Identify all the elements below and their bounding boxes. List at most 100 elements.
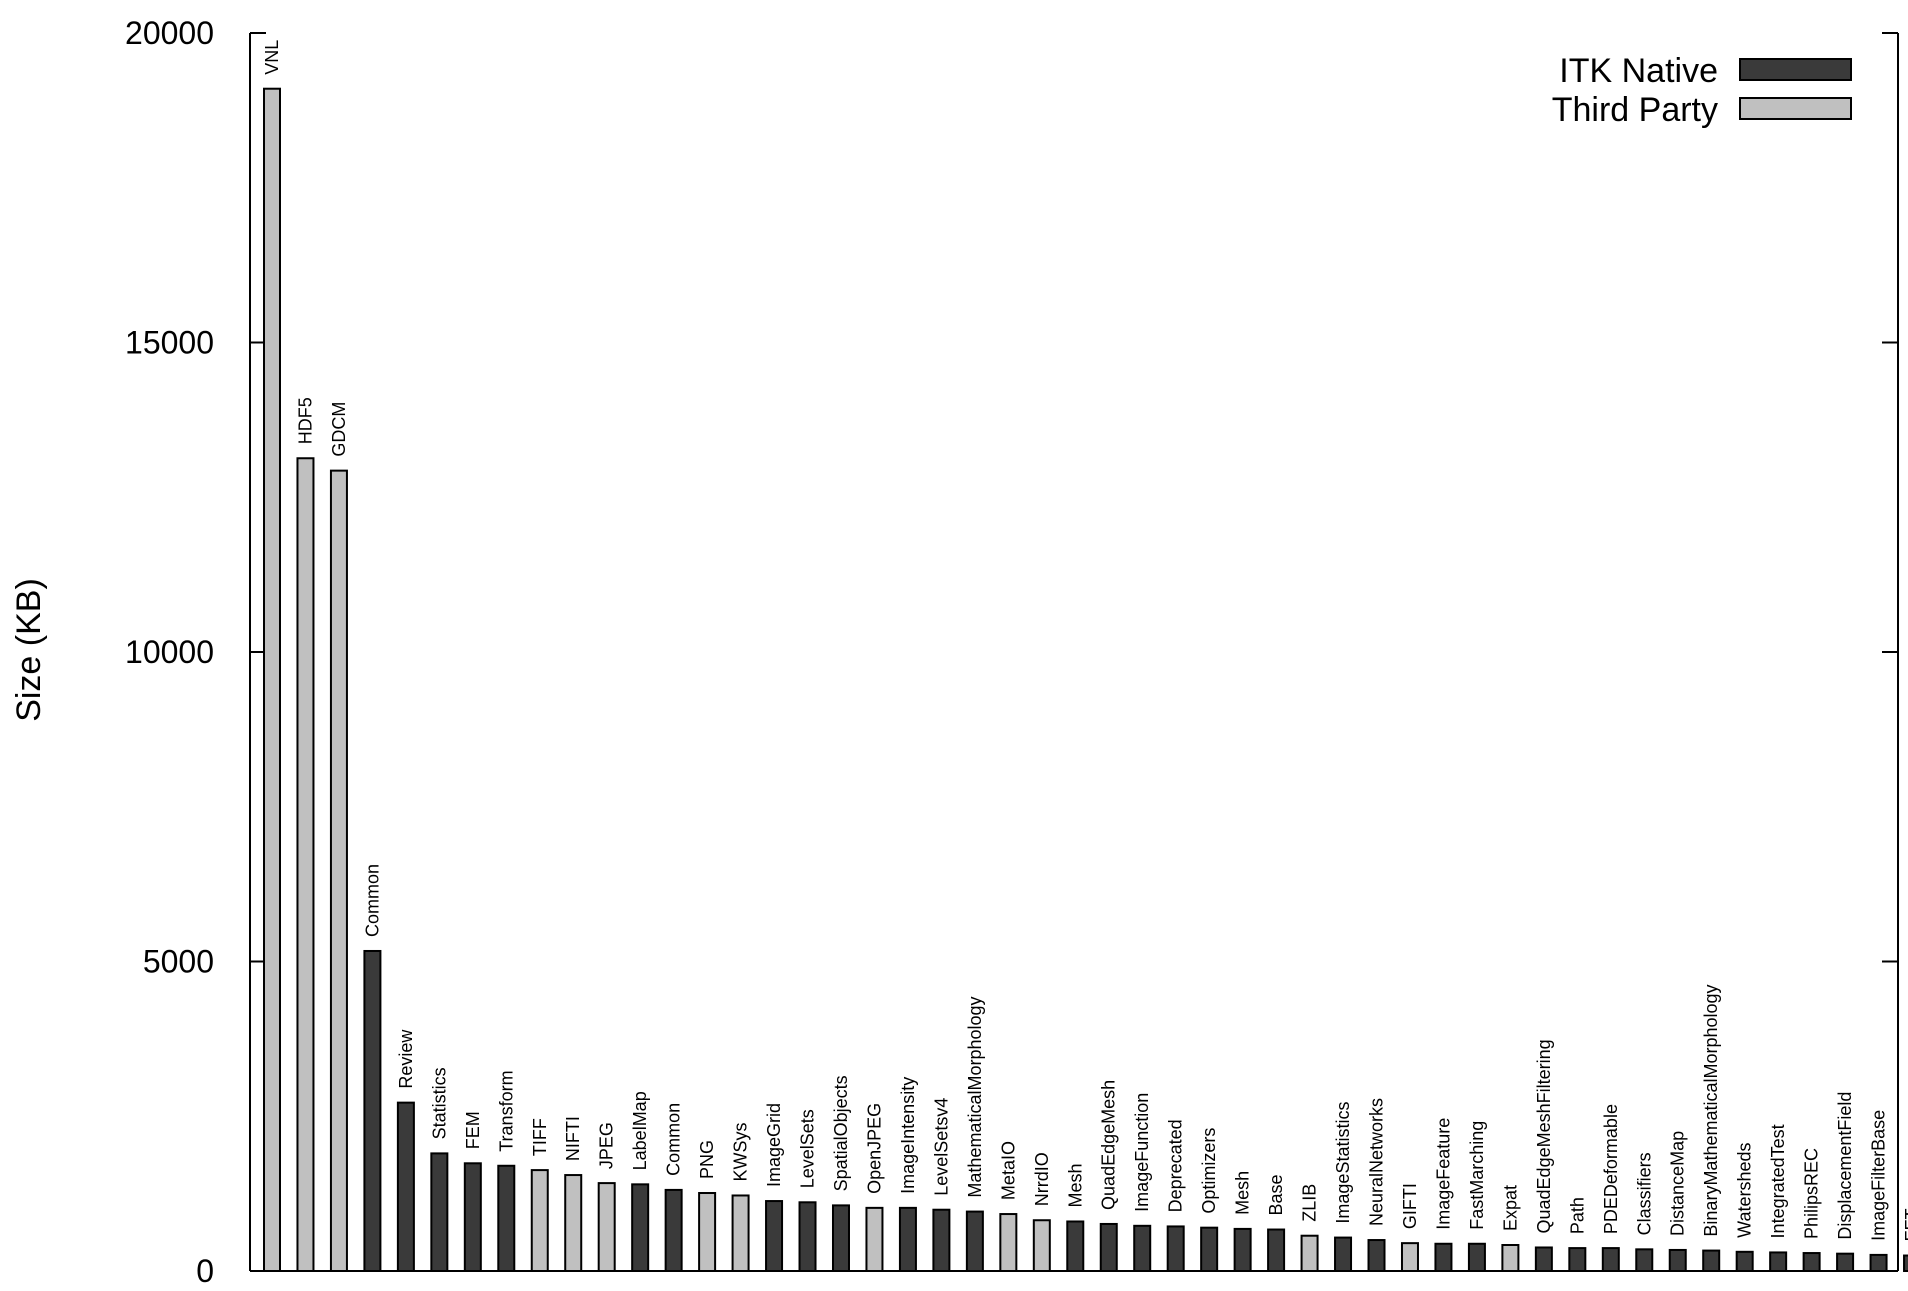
bar-label: TIFF xyxy=(530,1118,550,1156)
bar xyxy=(1334,1236,1353,1272)
bar xyxy=(530,1169,549,1273)
bar-label: PDEDeformable xyxy=(1601,1104,1621,1234)
bar-label: ImageFeature xyxy=(1433,1118,1453,1230)
bar xyxy=(1032,1219,1051,1272)
bar-label: PhilipsREC xyxy=(1802,1148,1822,1239)
bar-label: JPEG xyxy=(597,1122,617,1169)
bar xyxy=(999,1213,1018,1273)
bar-label: GIFTI xyxy=(1400,1183,1420,1229)
bar xyxy=(1769,1251,1788,1273)
bar xyxy=(798,1201,817,1273)
bar-label: NIFTI xyxy=(563,1116,583,1161)
bar-label: Watersheds xyxy=(1735,1142,1755,1237)
bar-label: MathematicalMorphology xyxy=(965,996,985,1197)
bar-label: ImageFilterBase xyxy=(1869,1110,1889,1241)
bar-label: Classifiers xyxy=(1634,1152,1654,1235)
bar xyxy=(329,469,348,1272)
bar xyxy=(631,1183,650,1272)
bar xyxy=(932,1208,951,1272)
bar-label: VNL xyxy=(262,40,282,75)
bar-label: KWSys xyxy=(731,1122,751,1181)
y-tick-label: 15000 xyxy=(125,325,214,361)
bar xyxy=(296,457,315,1272)
bar xyxy=(1267,1228,1286,1272)
bar xyxy=(664,1188,683,1273)
bar xyxy=(430,1152,449,1273)
bar-label: FastMarching xyxy=(1467,1121,1487,1230)
bar xyxy=(1501,1244,1520,1272)
bar-label: DisplacementField xyxy=(1835,1092,1855,1240)
bar-label: ImageGrid xyxy=(764,1103,784,1187)
bar-label: QuadEdgeMesh xyxy=(1099,1080,1119,1210)
bar xyxy=(1601,1247,1620,1273)
bar xyxy=(1133,1224,1152,1272)
bar-label: Common xyxy=(362,864,382,937)
bar-label: Transform xyxy=(496,1070,516,1151)
bar xyxy=(1200,1226,1219,1273)
bar-label: Path xyxy=(1567,1197,1587,1234)
bar xyxy=(698,1192,717,1272)
bar-label: Deprecated xyxy=(1166,1119,1186,1212)
bar-label: HDF5 xyxy=(295,397,315,444)
bar-label: Expat xyxy=(1500,1185,1520,1231)
bar-label: Statistics xyxy=(429,1067,449,1139)
bar xyxy=(564,1174,583,1273)
bar-label: ImageIntensity xyxy=(898,1077,918,1194)
bar xyxy=(965,1210,984,1273)
legend-swatch-third-party xyxy=(1739,97,1852,120)
bar-label: Base xyxy=(1266,1174,1286,1215)
bar xyxy=(1099,1222,1118,1273)
y-tick-label: 5000 xyxy=(143,944,214,980)
y-axis-title: Size (KB) xyxy=(10,578,48,722)
bar-label: QuadEdgeMeshFiltering xyxy=(1534,1039,1554,1233)
bar xyxy=(1735,1250,1754,1273)
bar-label: Mesh xyxy=(1065,1163,1085,1207)
legend-swatch-itk-native xyxy=(1739,58,1852,81)
bar-label: GDCM xyxy=(329,402,349,457)
bar-label: BinaryMathematicalMorphology xyxy=(1701,984,1721,1236)
bar-label: OpenJPEG xyxy=(864,1103,884,1194)
bar-label: LevelSetsv4 xyxy=(931,1098,951,1196)
bar xyxy=(1568,1247,1587,1273)
bar xyxy=(1903,1254,1908,1273)
bar xyxy=(1702,1249,1721,1272)
bar-label: Common xyxy=(664,1103,684,1176)
bar-label: NrrdIO xyxy=(1032,1152,1052,1206)
bar-label: ImageStatistics xyxy=(1333,1102,1353,1224)
bar-label: Optimizers xyxy=(1199,1128,1219,1214)
bar xyxy=(1869,1253,1888,1273)
bar xyxy=(898,1206,917,1273)
bar xyxy=(1534,1246,1553,1273)
y-tick-label: 10000 xyxy=(125,634,214,670)
bar xyxy=(1635,1248,1654,1272)
legend-label-itk-native: ITK Native xyxy=(1559,52,1718,90)
bar-label: IntegratedTest xyxy=(1768,1124,1788,1238)
bar-label: LevelSets xyxy=(798,1109,818,1188)
bar-labels: VNL HDF5 GDCM Common Review Statistics FEM Tran… xyxy=(262,40,1908,1242)
bar xyxy=(1166,1225,1185,1273)
legend: ITK Native Third Party xyxy=(1552,52,1852,129)
bar-label: ZLIB xyxy=(1300,1184,1320,1222)
bar xyxy=(463,1162,482,1272)
bar xyxy=(1467,1242,1486,1273)
bar-label: LabelMap xyxy=(630,1091,650,1170)
bar xyxy=(263,87,281,1273)
legend-label-third-party: Third Party xyxy=(1552,91,1718,129)
bars xyxy=(263,87,1908,1273)
bar xyxy=(1367,1239,1386,1273)
bar-label: DistanceMap xyxy=(1668,1131,1688,1236)
bar xyxy=(1836,1252,1855,1272)
bar-label: PNG xyxy=(697,1140,717,1179)
bar xyxy=(1300,1234,1319,1273)
bar xyxy=(765,1200,784,1272)
bar-label: FFT xyxy=(1902,1209,1908,1242)
bar xyxy=(1233,1227,1252,1272)
bar xyxy=(731,1194,750,1273)
bar xyxy=(497,1164,516,1273)
bar xyxy=(1400,1242,1419,1273)
bar xyxy=(363,949,382,1272)
bar xyxy=(1668,1248,1687,1272)
bar-label: Mesh xyxy=(1233,1171,1253,1215)
bar xyxy=(1802,1252,1821,1272)
